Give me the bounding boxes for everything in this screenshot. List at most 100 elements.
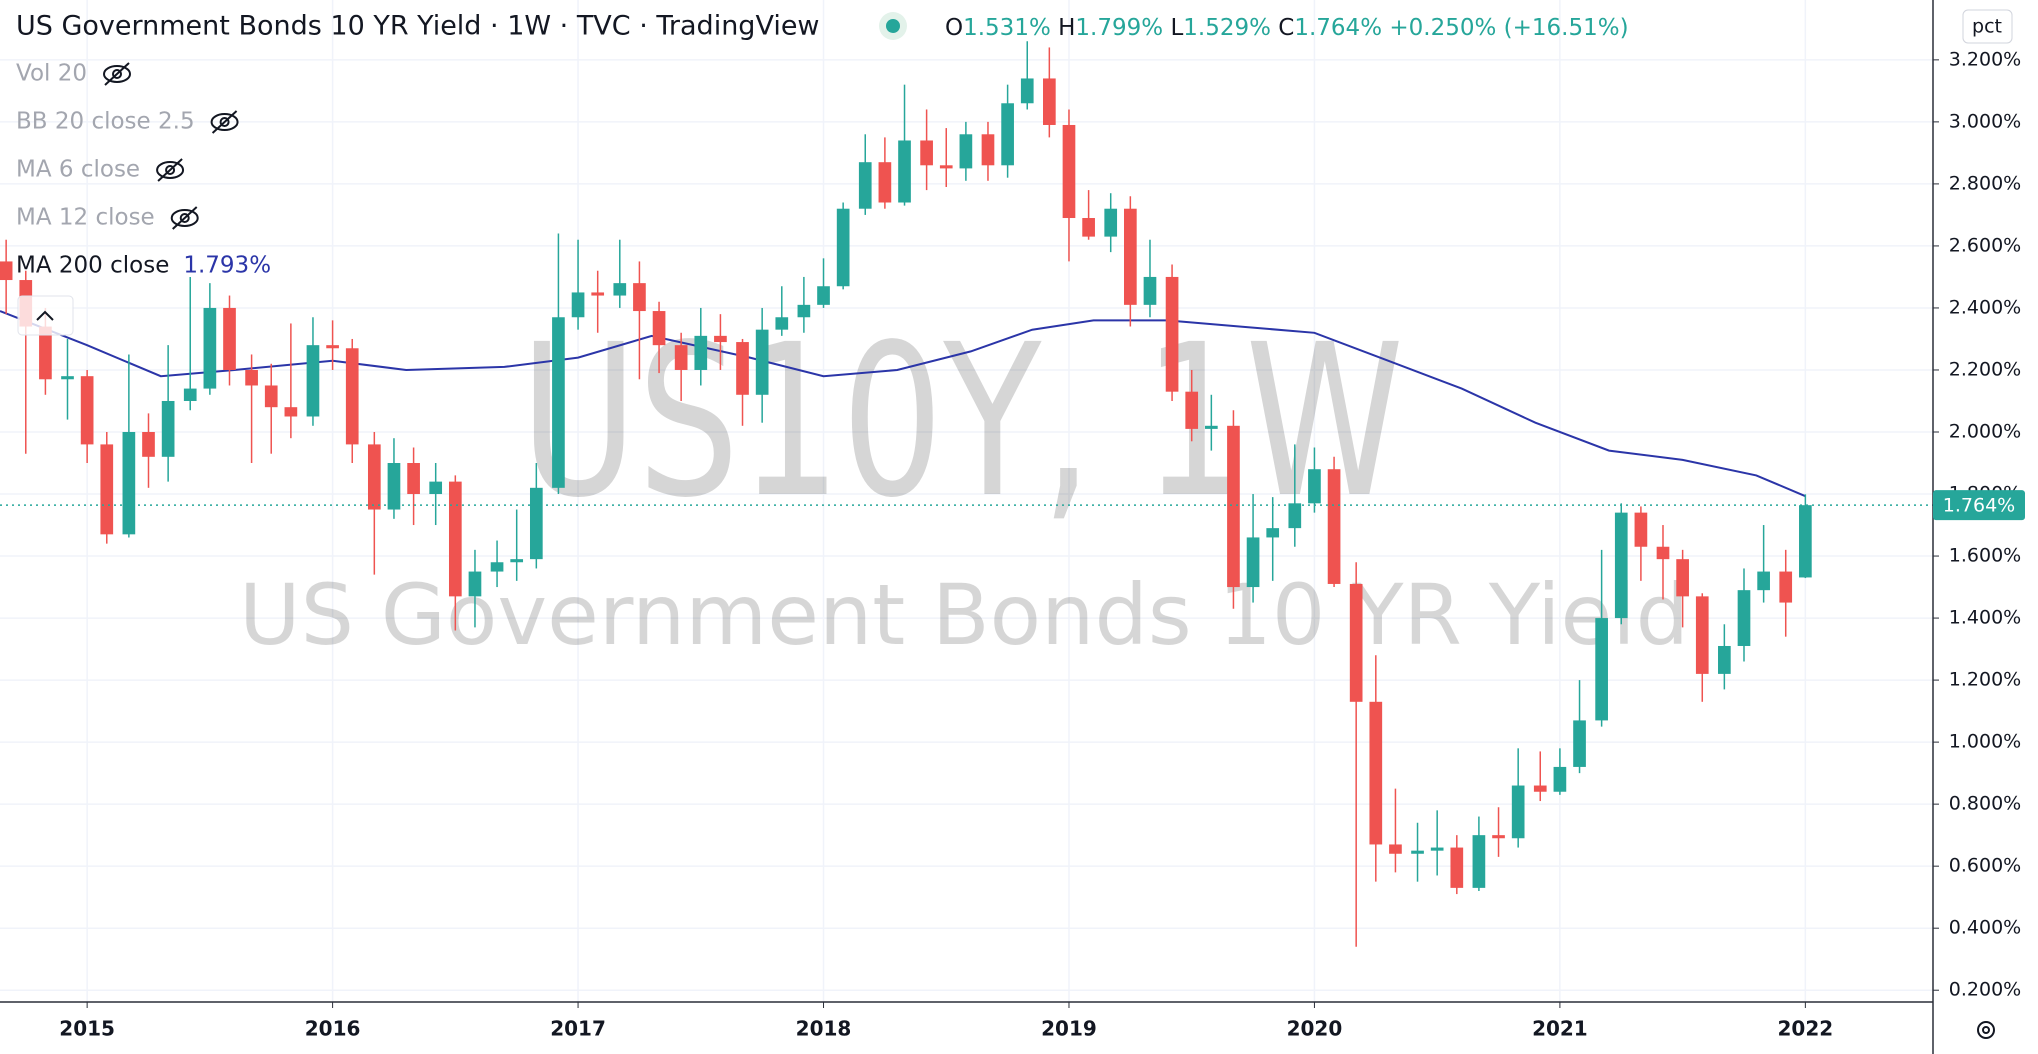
candle-body [736, 342, 749, 395]
candle-body [1369, 701, 1383, 845]
candle-body [714, 335, 727, 343]
candle-body [613, 283, 627, 296]
plot [0, 41, 1933, 947]
candle-body [407, 463, 420, 495]
candle-body [245, 369, 258, 386]
ohlc-value: 1.799% [1075, 15, 1163, 41]
ohlc-value: 1.529% [1183, 15, 1271, 41]
candle-body [1450, 847, 1464, 888]
y-tick-label: 2.000% [1949, 420, 2021, 442]
candle-body [1799, 505, 1812, 578]
candle-body [755, 329, 769, 395]
last-price-label: 1.764% [1943, 495, 2015, 517]
candle-body [1288, 503, 1302, 529]
collapse-button[interactable] [17, 295, 74, 336]
settings-icon[interactable] [1977, 1021, 1995, 1039]
candle-body [571, 292, 585, 318]
y-tick-label: 1.400% [1949, 607, 2021, 629]
candle-body [61, 376, 74, 380]
hidden-icon[interactable] [103, 65, 131, 83]
candle-body [1533, 785, 1547, 792]
x-tick-label: 2020 [1287, 1017, 1343, 1041]
y-tick-label: 2.200% [1949, 358, 2021, 380]
hidden-icon-slash [157, 158, 183, 182]
y-tick-label: 0.800% [1949, 793, 2021, 815]
candle-body [1246, 537, 1260, 588]
hidden-icon[interactable] [210, 113, 239, 131]
y-tick-label: 1.200% [1949, 669, 2021, 691]
ohlc-label: L [1170, 15, 1183, 41]
indicator-value: 1.793% [183, 253, 271, 279]
candle-body [142, 431, 155, 457]
ohlc-change: +0.250% (+16.51%) [1389, 15, 1628, 41]
candle-body [0, 261, 13, 281]
candle-body [1104, 208, 1118, 237]
candle-body [1595, 618, 1608, 721]
x-tick-label: 2022 [1778, 1017, 1834, 1041]
chart-title: US Government Bonds 10 YR Yield · 1W · T… [16, 11, 820, 42]
last-price-badge [1933, 490, 2025, 521]
hidden-icon[interactable] [170, 209, 199, 227]
y-tick-label: 2.800% [1949, 172, 2021, 194]
y-tick-label: 0.600% [1949, 855, 2021, 877]
candle-body [80, 376, 94, 445]
candle-body [959, 134, 973, 169]
collapse-arrow [36, 310, 54, 321]
candle-body [1614, 512, 1628, 619]
axes: 0.200% 0.400% 0.600% 0.800% 1.000% 1.200% 1.40… [59, 48, 2025, 1041]
gear-ring [1977, 1021, 1995, 1039]
candle-body [429, 481, 443, 495]
candle-body [981, 134, 995, 166]
candle-body [1266, 528, 1280, 538]
candle-body [1779, 571, 1793, 603]
unit-box[interactable] [1962, 9, 2013, 44]
candle-body [1492, 835, 1505, 839]
candle-body [1718, 645, 1731, 674]
candle-body [468, 571, 482, 597]
candle-body [1082, 218, 1095, 237]
x-tick-label: 2019 [1041, 1017, 1097, 1041]
candle-body [1062, 124, 1076, 219]
hidden-icon[interactable] [156, 161, 185, 179]
candle-body [510, 559, 524, 563]
y-tick-label: 3.200% [1949, 48, 2021, 70]
indicator-name[interactable]: BB 20 close 2.5 [16, 109, 195, 135]
candle-body [100, 444, 114, 535]
indicator-name[interactable]: Vol 20 [16, 61, 87, 87]
hidden-icon-pupil [219, 117, 230, 127]
ohlc-legend: O1.531% H1.799% L1.529% C1.764% +0.250% … [945, 15, 1629, 41]
indicator-name[interactable]: MA 200 close [16, 253, 169, 279]
candle-body [1511, 785, 1525, 839]
candle-body [797, 304, 811, 318]
candle-body [1001, 103, 1014, 166]
y-tick-label: 2.600% [1949, 234, 2021, 256]
indicator-name[interactable]: MA 6 close [16, 157, 140, 183]
candle-body [591, 292, 605, 296]
candle-body [387, 463, 401, 510]
candle-body [1327, 469, 1341, 584]
ohlc-label: C [1278, 15, 1294, 41]
candle-body [1389, 844, 1402, 854]
candle-body [264, 385, 278, 408]
candle-body [1020, 78, 1034, 104]
candle-body [183, 388, 197, 401]
candle-body [1185, 391, 1199, 429]
candle-body [1165, 276, 1179, 392]
candle-body [858, 162, 872, 209]
y-tick-label: 1.600% [1949, 545, 2021, 567]
candle-body [1737, 590, 1751, 646]
candle-body [529, 487, 543, 560]
candle-body [878, 162, 892, 203]
hidden-icon-pupil [179, 213, 190, 223]
indicator-name[interactable]: MA 12 close [16, 205, 155, 231]
status-dot [886, 19, 900, 33]
ohlc-label: H [1058, 15, 1075, 41]
candle-body [1695, 596, 1709, 674]
candle-body [1553, 766, 1567, 792]
x-tick-label: 2018 [796, 1017, 852, 1041]
candle-body [920, 140, 933, 166]
candle-body [1656, 546, 1670, 560]
candle-body [345, 348, 359, 445]
ohlc-value: 1.764% [1294, 15, 1382, 41]
